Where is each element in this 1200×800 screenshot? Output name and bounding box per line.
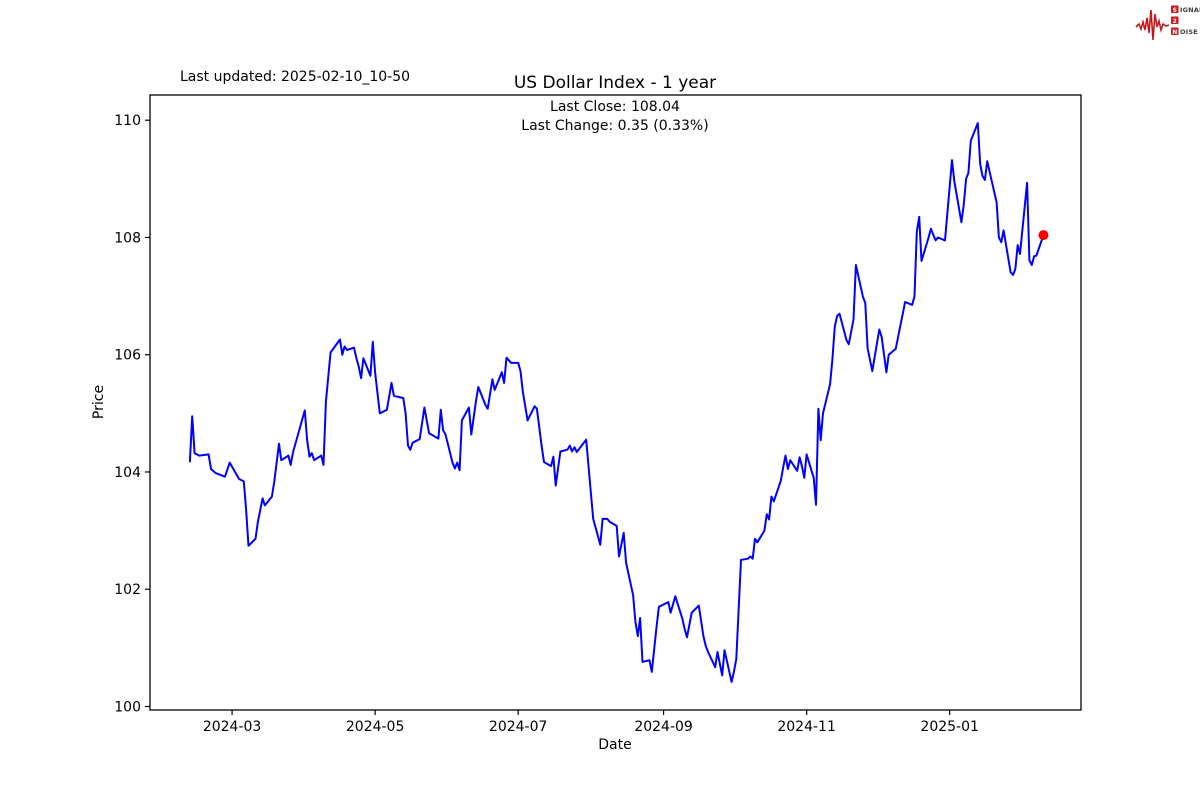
last-price-marker [1038, 230, 1049, 241]
logo-letter-box [1171, 5, 1179, 13]
logo-boxed-letter: N [1172, 29, 1177, 36]
logo-letter-box [1171, 16, 1179, 24]
y-axis-label: Price [91, 385, 107, 419]
x-tick-label: 2024-09 [634, 719, 693, 735]
y-tick-label: 110 [114, 113, 141, 129]
y-axis-ticks: 100 102 104 106 108 110 [114, 113, 150, 715]
y-tick-label: 104 [114, 465, 141, 481]
logo-word-rest: OISE [1180, 28, 1198, 36]
price-line [188, 122, 1045, 683]
last-updated-text: Last updated: 2025-02-10_10-50 [180, 69, 410, 85]
x-axis-label: Date [598, 737, 631, 753]
x-tick-label: 2024-11 [777, 719, 836, 735]
y-tick-label: 106 [114, 348, 141, 364]
last-close-annotation: Last Close: 108.04 [550, 99, 680, 115]
last-change-annotation: Last Change: 0.35 (0.33%) [521, 118, 708, 134]
x-tick-label: 2024-03 [203, 719, 262, 735]
logo-boxed-letter: 2 [1173, 18, 1177, 25]
logo-boxed-letter: S [1173, 7, 1177, 14]
x-tick-label: 2025-01 [920, 719, 979, 735]
chart-title: US Dollar Index - 1 year [514, 73, 716, 93]
plot-frame [149, 94, 1082, 711]
x-axis-ticks: 2024-03 2024-05 2024-07 2024-09 2024-11 2025-… [203, 710, 979, 735]
x-tick-label: 2024-05 [346, 719, 405, 735]
y-tick-label: 108 [114, 230, 141, 246]
y-tick-label: 100 [114, 699, 141, 715]
x-tick-label: 2024-07 [489, 719, 548, 735]
y-tick-label: 102 [114, 582, 141, 598]
logo-letter-box [1171, 27, 1179, 35]
logo-word-rest: IGNAL [1180, 6, 1200, 14]
waveform-icon [1135, 9, 1170, 41]
